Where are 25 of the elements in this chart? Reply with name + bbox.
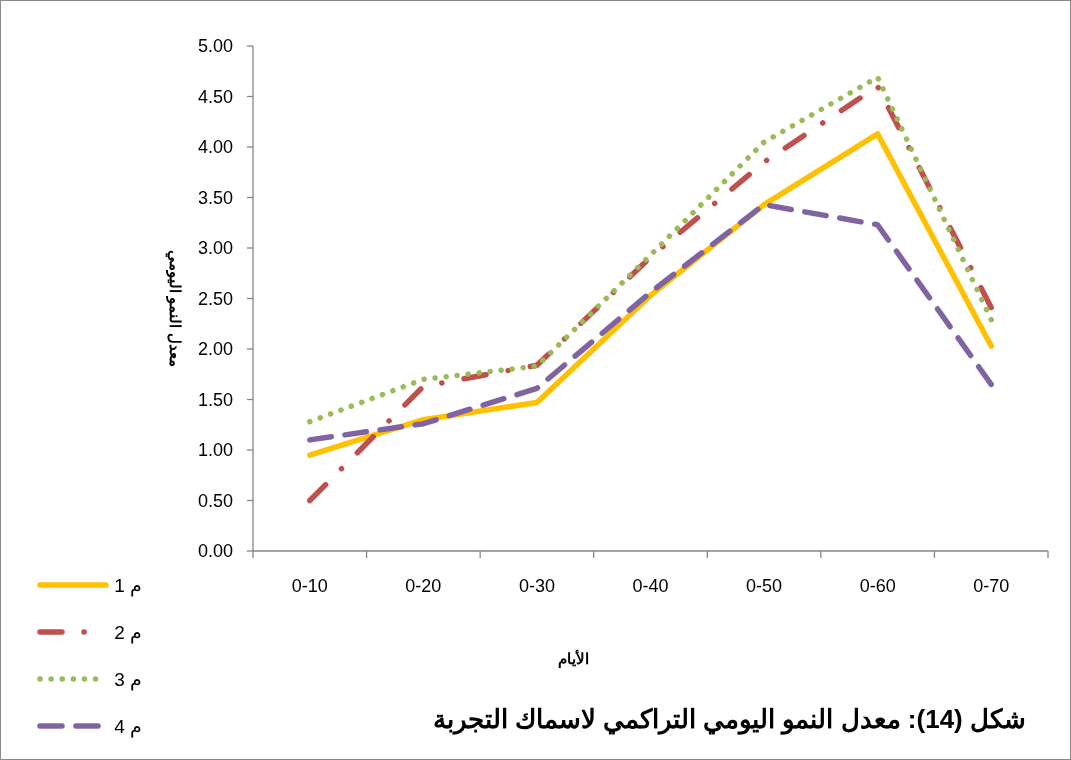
legend-label: م 2 [114,622,142,644]
x-tick-label: 0-30 [518,576,555,596]
text: شكل (14): معدل النمو اليومي التراكمي لاسماك التجربة [432,704,1026,735]
y-tick-label: 4.50 [197,86,233,107]
legend-label: م 4 [114,716,142,738]
x-tick-label: 0-10 [291,576,328,596]
x-tick-label: 0-40 [632,576,669,596]
y-tick-label: 0.00 [197,541,233,561]
x-tick-label: 0-60 [859,576,896,596]
y-tick-label: 0.50 [197,490,233,511]
y-tick-label: 4.00 [197,137,233,157]
x-tick-label: 0-70 [973,576,1010,596]
y-tick-label: 2.50 [197,288,233,309]
legend-label: م 1 [114,575,142,597]
y-axis-title: معدل النمو اليومي [165,250,184,367]
legend-label: م 3 [114,669,142,691]
y-tick-label: 2.00 [197,339,233,359]
y-tick-label: 5.00 [197,36,233,56]
y-tick-label: 1.00 [197,440,233,460]
x-tick-label: 0-20 [405,576,442,596]
x-tick-label: 0-50 [746,576,783,596]
y-tick-label: 3.00 [197,238,233,258]
y-tick-label: 1.50 [197,389,233,410]
x-axis-title: الأيام [557,649,589,668]
y-tick-label: 3.50 [197,187,233,208]
